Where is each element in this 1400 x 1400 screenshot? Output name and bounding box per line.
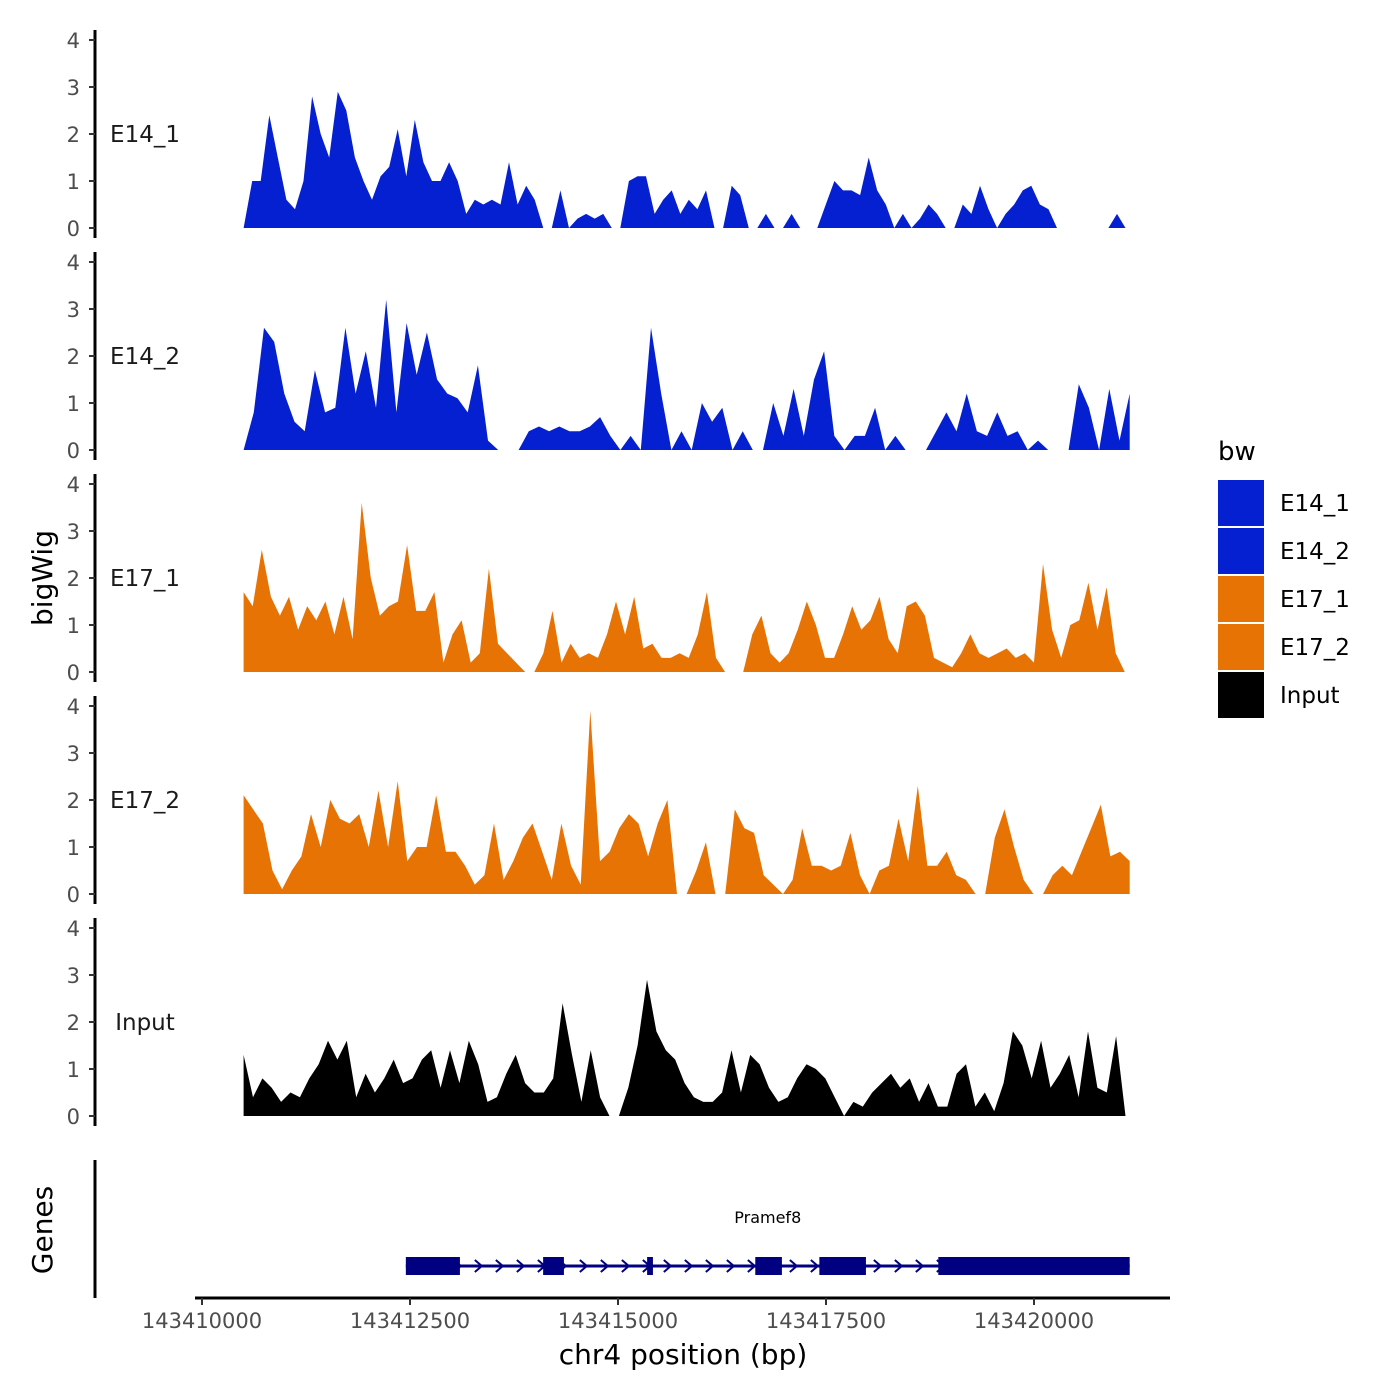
y-tick-label: 4: [67, 917, 80, 941]
y-tick-label: 2: [67, 1011, 80, 1035]
strand-arrow: [810, 1259, 820, 1273]
strand-arrow: [747, 1259, 757, 1273]
y-tick-label: 2: [67, 123, 80, 147]
genes-panel: Pramef8: [93, 1160, 1130, 1298]
legend-title: bw: [1218, 437, 1256, 467]
strand-arrow: [894, 1259, 904, 1273]
y-tick-label: 0: [67, 217, 80, 241]
y-tick-label: 4: [67, 473, 80, 497]
strand-arrow: [579, 1259, 589, 1273]
track-E17_2: 0 1 2 3 4 E17_2: [67, 695, 1130, 907]
area-series-Input: [243, 979, 1126, 1116]
track-label: E14_1: [110, 122, 180, 148]
y-tick-label: 2: [67, 345, 80, 369]
legend-swatch-E14_2: [1218, 528, 1264, 574]
x-axis-title: chr4 position (bp): [559, 1338, 808, 1371]
y-tick-label: 1: [67, 170, 80, 194]
track-label: E14_2: [110, 344, 180, 370]
y-tick-label: 4: [67, 29, 80, 53]
gene-label: Pramef8: [734, 1208, 801, 1227]
legend-swatch-E14_1: [1218, 480, 1264, 526]
y-axis-title: bigWig: [26, 530, 59, 626]
strand-arrow: [495, 1259, 505, 1273]
strand-arrow: [726, 1259, 736, 1273]
exon: [647, 1257, 653, 1275]
legend-label: E14_2: [1280, 539, 1350, 565]
strand-arrow: [474, 1259, 484, 1273]
y-tick-label: 1: [67, 392, 80, 416]
y-tick-label: 0: [67, 439, 80, 463]
legend-label: E17_2: [1280, 635, 1350, 661]
track-label: E17_2: [110, 788, 180, 814]
y-tick-label: 1: [67, 836, 80, 860]
track-E14_1: 0 1 2 3 4 E14_1: [67, 29, 1126, 241]
exon: [938, 1257, 1130, 1275]
y-tick-label: 3: [67, 76, 80, 100]
track-E14_2: 0 1 2 3 4 E14_2: [67, 251, 1130, 463]
exon: [819, 1257, 866, 1275]
x-tick-label: 143420000: [974, 1309, 1094, 1333]
area-series-E14_1: [243, 91, 1126, 228]
y-tick-label: 4: [67, 251, 80, 275]
strand-arrow: [705, 1259, 715, 1273]
y-tick-label: 4: [67, 695, 80, 719]
strand-arrow: [516, 1259, 526, 1273]
exon: [543, 1257, 564, 1275]
strand-arrow: [600, 1259, 610, 1273]
x-tick-label: 143417500: [766, 1309, 886, 1333]
legend-swatch-E17_2: [1218, 624, 1264, 670]
legend-label: Input: [1280, 683, 1340, 709]
exon: [405, 1257, 460, 1275]
strand-arrow: [621, 1259, 631, 1273]
strand-arrow: [873, 1259, 883, 1273]
y-tick-label: 2: [67, 567, 80, 591]
exon: [755, 1257, 782, 1275]
y-tick-label: 3: [67, 520, 80, 544]
y-tick-label: 3: [67, 298, 80, 322]
y-tick-label: 0: [67, 883, 80, 907]
strand-arrow: [915, 1259, 925, 1273]
strand-arrow: [663, 1259, 673, 1273]
y-tick-label: 1: [67, 1058, 80, 1082]
area-series-E17_1: [243, 502, 1134, 672]
y-tick-label: 3: [67, 964, 80, 988]
strand-arrow: [789, 1259, 799, 1273]
x-tick-label: 143415000: [558, 1309, 678, 1333]
area-series-E17_2: [243, 710, 1130, 894]
y-tick-label: 3: [67, 742, 80, 766]
area-series-E14_2: [243, 299, 1130, 450]
track-label: E17_1: [110, 566, 180, 592]
y-tick-label: 1: [67, 614, 80, 638]
track-Input: 0 1 2 3 4 Input: [67, 917, 1126, 1129]
legend-label: E14_1: [1280, 491, 1350, 517]
legend: bw E14_1 E14_2 E17_1 E17_2 Input: [1218, 437, 1350, 718]
x-tick-label: 143412500: [350, 1309, 470, 1333]
y-tick-label: 2: [67, 789, 80, 813]
legend-swatch-E17_1: [1218, 576, 1264, 622]
y-tick-label: 0: [67, 1105, 80, 1129]
legend-label: E17_1: [1280, 587, 1350, 613]
x-axis: 143410000 143412500 143415000 143417500 1434…: [142, 1296, 1170, 1333]
legend-swatch-Input: [1218, 672, 1264, 718]
tracks: 0 1 2 3 4 E14_1 0 1 2 3 4 E14_2 0 1 2 3 4 E17_1 0 1 2 3 4 E17_2…: [67, 29, 1134, 1129]
y-tick-label: 0: [67, 661, 80, 685]
genes-panel-title: Genes: [26, 1186, 59, 1274]
track-E17_1: 0 1 2 3 4 E17_1: [67, 473, 1134, 685]
track-label: Input: [115, 1010, 175, 1036]
x-tick-label: 143410000: [142, 1309, 262, 1333]
strand-arrow: [684, 1259, 694, 1273]
